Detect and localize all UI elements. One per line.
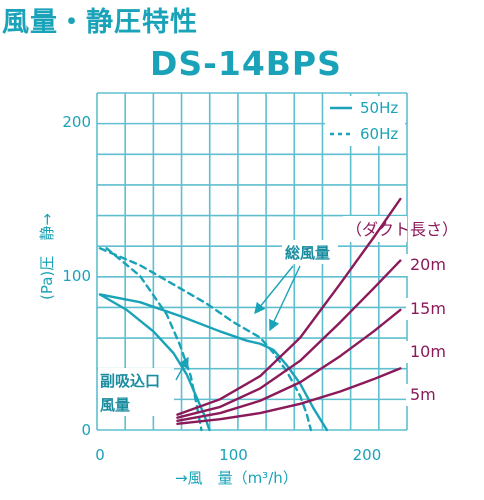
duct-label-10m: 10m xyxy=(410,342,446,361)
duct-label-15m: 15m xyxy=(410,299,446,318)
annotation-total-arrow-1 xyxy=(254,265,294,315)
annotation-total: 総風量 xyxy=(285,244,330,262)
annotation-sub-bg xyxy=(98,368,174,416)
legend-entry-0: 50Hz xyxy=(360,99,398,117)
series-line-3 xyxy=(105,247,203,432)
y-axis-label: (Pa)圧 静→ xyxy=(38,213,56,300)
x-tick-label: 100 xyxy=(219,446,248,464)
duct-label-20m: 20m xyxy=(410,255,446,274)
duct-label-bg xyxy=(406,298,458,320)
y-tick-label: 0 xyxy=(81,421,91,439)
model-name: DS-14BPS xyxy=(150,44,342,83)
series-line-4 xyxy=(176,197,402,416)
duct-label-5m: 5m xyxy=(410,385,436,404)
legend-entry-1: 60Hz xyxy=(360,125,398,143)
duct-label-bg xyxy=(406,384,458,406)
annotation-sub-line2: 風量 xyxy=(100,396,130,414)
duct-header-box xyxy=(343,216,407,242)
duct-length-header: （ダクト長さ） xyxy=(346,220,458,239)
y-tick-label: 200 xyxy=(62,113,91,131)
x-tick-label: 0 xyxy=(95,446,105,464)
annotation-total-bg xyxy=(282,240,338,264)
series-line-0 xyxy=(98,293,329,432)
series-line-6 xyxy=(176,308,402,422)
x-axis-label: →風 量（m³/h） xyxy=(175,469,298,487)
duct-label-bg xyxy=(406,341,458,363)
series-line-7 xyxy=(176,367,402,426)
page-title: 風量・静圧特性 xyxy=(2,7,198,38)
y-tick-label: 100 xyxy=(62,267,91,285)
legend-box xyxy=(325,96,405,146)
curves xyxy=(98,197,402,432)
annotation-sub-line1: 副吸込口 xyxy=(100,372,160,390)
series-line-5 xyxy=(176,259,402,419)
duct-label-bg xyxy=(406,254,458,276)
annotation-sub-arrow xyxy=(175,356,189,381)
labels: 0 100 200 0 100 200 →風 量（m³/h） (Pa)圧 静→ 50Hz 60Hz… xyxy=(38,99,458,487)
x-tick-label: 200 xyxy=(353,446,382,464)
annotation-total-arrow-2 xyxy=(269,265,301,332)
